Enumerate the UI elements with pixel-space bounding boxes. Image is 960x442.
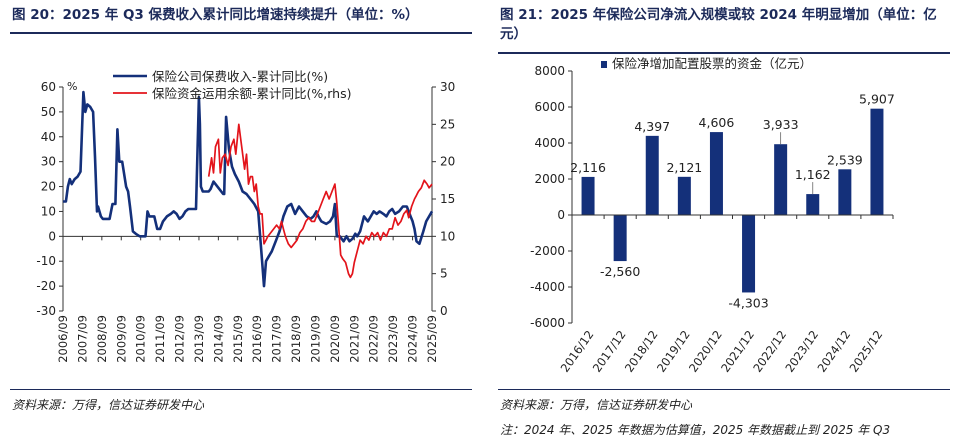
x-tick-label: 2012/09 xyxy=(173,315,187,363)
right-source-note: 资料来源：万得，信达证券研发中心 xyxy=(500,398,693,412)
data-label: 2,116 xyxy=(570,160,606,175)
y-tick-label: 4000 xyxy=(534,136,565,150)
left-y-tick-label: 40 xyxy=(41,130,56,144)
right-y-tick-label: 5 xyxy=(440,267,448,281)
left-source-note: 资料来源：万得，信达证券研发中心 xyxy=(12,398,205,412)
y-tick-label: -2000 xyxy=(530,244,565,258)
left-y-tick-label: -30 xyxy=(36,304,56,318)
left-y-tick-label: 50 xyxy=(41,105,56,119)
right-y-tick-label: 0 xyxy=(440,304,448,318)
x-tick-label: 2011/09 xyxy=(153,315,167,363)
x-tick-label: 2018/09 xyxy=(289,315,303,363)
left-y-tick-label: -20 xyxy=(36,279,56,293)
bar-2016/12 xyxy=(581,176,595,215)
premium-growth-series-line xyxy=(63,90,434,288)
x-tick-label: 2010/09 xyxy=(134,315,148,363)
x-tick-label: 2009/09 xyxy=(114,315,128,363)
left-y-tick-label: 0 xyxy=(48,229,56,243)
right-footnote: 注：2024 年、2025 年数据为估算值，2025 年数据截止到 2025 年… xyxy=(500,423,891,437)
x-tick-label: 2016/09 xyxy=(250,315,264,363)
y-tick-label: 0 xyxy=(557,208,565,222)
x-tick-label: 2015/09 xyxy=(231,315,245,363)
x-tick-label: 2024/09 xyxy=(406,315,420,363)
legend-label-fund: 保险资金运用余额-累计同比(%,rhs) xyxy=(152,86,351,101)
x-tick-label: 2006/09 xyxy=(56,315,70,363)
bar-2020/12 xyxy=(709,132,723,215)
legend-label: 保险净增加配置股票的资金（亿元） xyxy=(612,56,812,71)
x-tick-label: 2013/09 xyxy=(192,315,206,363)
bar-2022/12 xyxy=(774,144,788,215)
x-tick-label: 2025/09 xyxy=(425,315,439,363)
left-y-tick-label: 30 xyxy=(41,155,56,169)
data-label: 1,162 xyxy=(795,167,831,182)
left-y-tick-label: 20 xyxy=(41,180,56,194)
bar-2024/12 xyxy=(838,169,852,215)
fund-balance-growth-series-line xyxy=(207,123,433,279)
bar-2025/12 xyxy=(870,108,884,215)
x-tick-label: 2021/09 xyxy=(347,315,361,363)
y-tick-label: 8000 xyxy=(534,64,565,78)
x-tick-label: 2017/09 xyxy=(270,315,284,363)
y-tick-label: 6000 xyxy=(534,100,565,114)
legend-label-premium: 保险公司保费收入-累计同比(%) xyxy=(152,69,328,84)
right-figure-title: 图 21：2025 年保险公司净流入规模或较 2024 年明显增加（单位：亿元） xyxy=(500,7,937,42)
unit-label: % xyxy=(67,80,77,93)
y-tick-label: 2000 xyxy=(534,172,565,186)
data-label: -2,560 xyxy=(600,264,640,279)
x-tick-label: 2023/09 xyxy=(386,315,400,363)
bar-2023/12 xyxy=(806,194,820,215)
x-tick-label: 2020/09 xyxy=(328,315,342,363)
left-y-tick-label: 10 xyxy=(41,204,56,218)
right-y-tick-label: 15 xyxy=(440,192,455,206)
bar-2018/12 xyxy=(645,135,659,215)
data-label: 5,907 xyxy=(859,92,895,107)
x-tick-label: 2008/09 xyxy=(95,315,109,363)
right-y-tick-label: 20 xyxy=(440,155,455,169)
left-source-divider xyxy=(10,389,472,390)
legend-swatch xyxy=(601,61,607,68)
x-tick-label: 2019/09 xyxy=(308,315,322,363)
right-y-tick-label: 10 xyxy=(440,229,455,243)
x-tick-label: 2007/09 xyxy=(75,315,89,363)
left-y-tick-label: 60 xyxy=(41,80,56,94)
data-label: 2,539 xyxy=(827,152,863,167)
left-title-divider xyxy=(10,32,472,34)
data-label: 4,397 xyxy=(634,119,670,134)
bar-2017/12 xyxy=(613,215,627,262)
data-label: 3,933 xyxy=(763,117,799,132)
bar-2019/12 xyxy=(677,176,691,215)
right-source-divider xyxy=(498,389,950,390)
right-title-divider xyxy=(498,52,950,54)
right-y-tick-label: 30 xyxy=(440,80,455,94)
data-label: 2,121 xyxy=(666,160,702,175)
y-tick-label: -4000 xyxy=(530,280,565,294)
left-y-tick-label: -10 xyxy=(36,254,56,268)
x-tick-label: 2025/12 xyxy=(847,328,886,375)
premium-growth-line-chart: -30 -20 -10 0 10 20 30 40 50 60 0 5 10 15 20 25 30% 2006/… xyxy=(36,69,455,363)
bar-2021/12 xyxy=(742,215,756,293)
right-y-tick-label: 25 xyxy=(440,117,455,131)
x-tick-label: 2014/09 xyxy=(211,315,225,363)
x-tick-label: 2022/09 xyxy=(367,315,381,363)
y-tick-label: -6000 xyxy=(530,316,565,330)
data-label: -4,303 xyxy=(728,295,768,310)
data-label: 4,606 xyxy=(699,115,735,130)
net-equity-allocation-bar-chart: -6000-4000-2000020004000600080002,116201… xyxy=(530,56,895,375)
left-figure-title: 图 20：2025 年 Q3 保费收入累计同比增速持续提升（单位：%） xyxy=(12,7,419,23)
